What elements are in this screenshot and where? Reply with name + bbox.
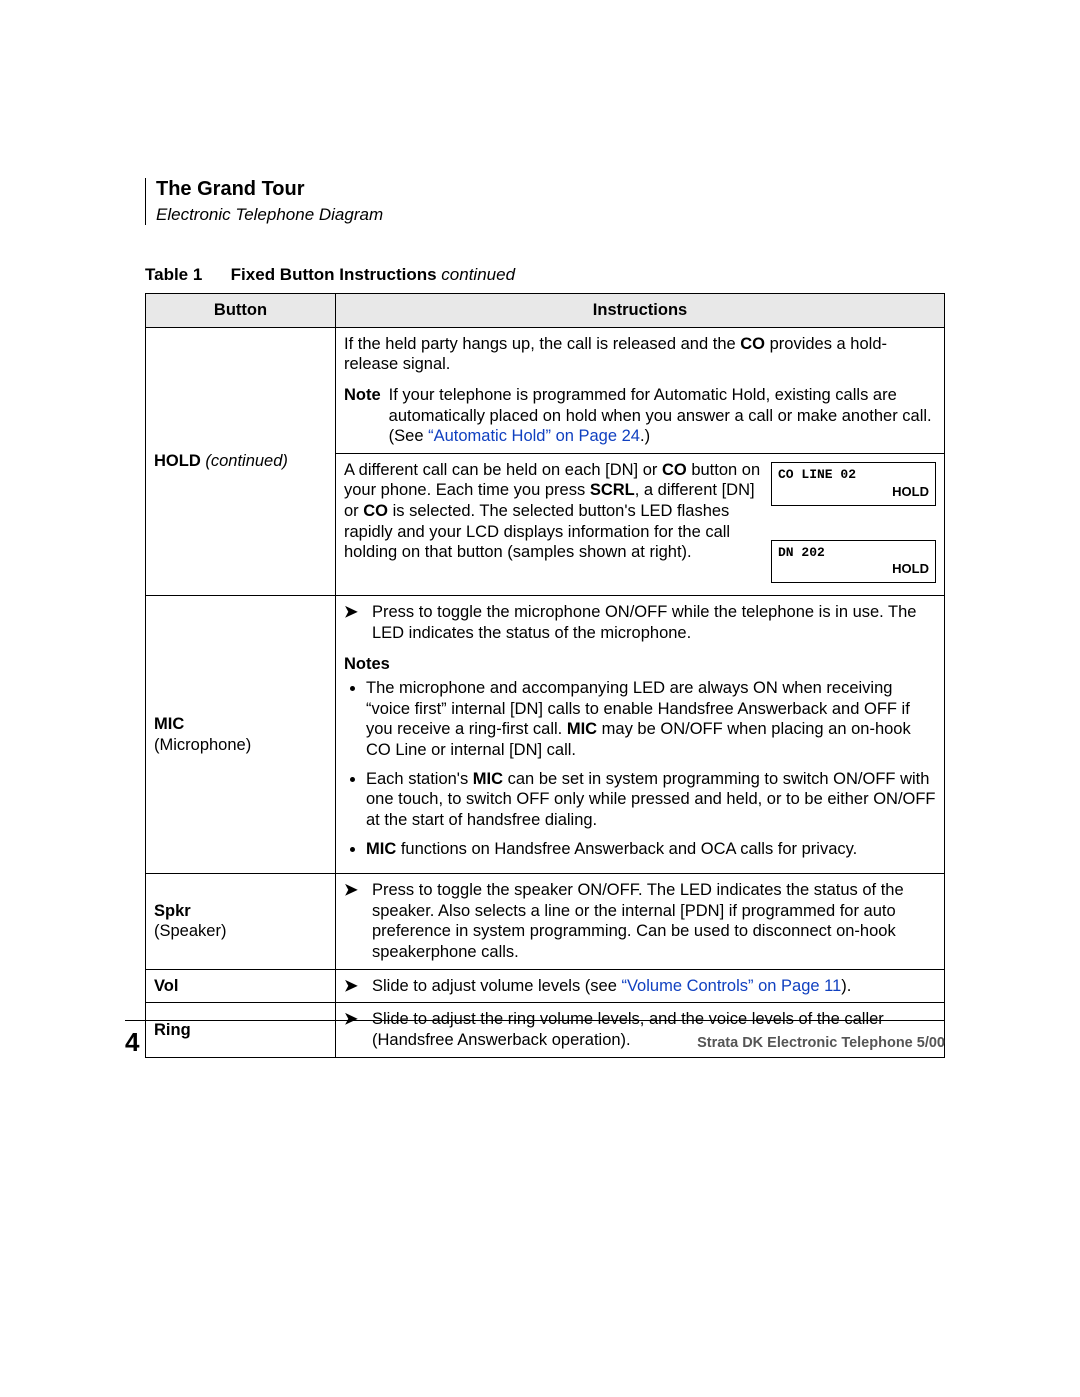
arrow-icon: ➤ — [344, 880, 362, 901]
row-hold-1: HOLD (continued) If the held party hangs… — [146, 327, 945, 453]
col-instructions: Instructions — [336, 294, 945, 328]
hold-instr-1: If the held party hangs up, the call is … — [336, 327, 945, 453]
button-mic: MIC (Microphone) — [146, 596, 336, 874]
xref-volume[interactable]: “Volume Controls” on Page 11 — [621, 977, 841, 995]
list-item: The microphone and accompanying LED are … — [366, 678, 936, 761]
col-button: Button — [146, 294, 336, 328]
row-vol: Vol ➤ Slide to adjust volume levels (see… — [146, 969, 945, 1003]
notes-heading: Notes — [344, 654, 936, 675]
spkr-instr: ➤ Press to toggle the speaker ON/OFF. Th… — [336, 874, 945, 970]
instructions-table: Button Instructions HOLD (continued) If … — [145, 293, 945, 1058]
lcd-samples: CO LINE 02 HOLD DN 202 HOLD — [771, 462, 936, 584]
page-footer: 4 Strata DK Electronic Telephone 5/00 — [125, 1020, 945, 1058]
lcd-dn: DN 202 HOLD — [771, 540, 936, 584]
chapter-title: The Grand Tour — [156, 178, 945, 201]
table-header-row: Button Instructions — [146, 294, 945, 328]
table-title: Fixed Button Instructions — [231, 265, 437, 284]
xref-auto-hold[interactable]: “Automatic Hold” on Page 24 — [428, 427, 640, 445]
row-mic: MIC (Microphone) ➤ Press to toggle the m… — [146, 596, 945, 874]
table-caption: Table 1 Fixed Button Instructions contin… — [145, 265, 945, 285]
hold-release-text: If the held party hangs up, the call is … — [344, 334, 936, 375]
page-number: 4 — [125, 1027, 139, 1057]
mic-notes-list: The microphone and accompanying LED are … — [344, 678, 936, 859]
arrow-icon: ➤ — [344, 976, 362, 997]
table-continued: continued — [441, 265, 515, 284]
running-header: The Grand Tour Electronic Telephone Diag… — [145, 178, 945, 225]
arrow-icon: ➤ — [344, 602, 362, 623]
hold-instr-2: CO LINE 02 HOLD DN 202 HOLD A different … — [336, 453, 945, 596]
button-spkr: Spkr (Speaker) — [146, 874, 336, 970]
page-content: The Grand Tour Electronic Telephone Diag… — [145, 178, 945, 1058]
list-item: MIC functions on Handsfree Answerback an… — [366, 839, 936, 860]
button-hold: HOLD (continued) — [146, 327, 336, 596]
section-subtitle: Electronic Telephone Diagram — [156, 205, 945, 225]
hold-note: Note If your telephone is programmed for… — [344, 385, 936, 447]
table-label: Table 1 — [145, 265, 202, 284]
list-item: Each station's MIC can be set in system … — [366, 769, 936, 831]
footer-text: Strata DK Electronic Telephone 5/00 — [697, 1035, 945, 1051]
hold-note-text: If your telephone is programmed for Auto… — [389, 385, 936, 447]
button-vol: Vol — [146, 969, 336, 1003]
lcd-co-line: CO LINE 02 HOLD — [771, 462, 936, 506]
row-spkr: Spkr (Speaker) ➤ Press to toggle the spe… — [146, 874, 945, 970]
vol-instr: ➤ Slide to adjust volume levels (see “Vo… — [336, 969, 945, 1003]
mic-instr: ➤ Press to toggle the microphone ON/OFF … — [336, 596, 945, 874]
